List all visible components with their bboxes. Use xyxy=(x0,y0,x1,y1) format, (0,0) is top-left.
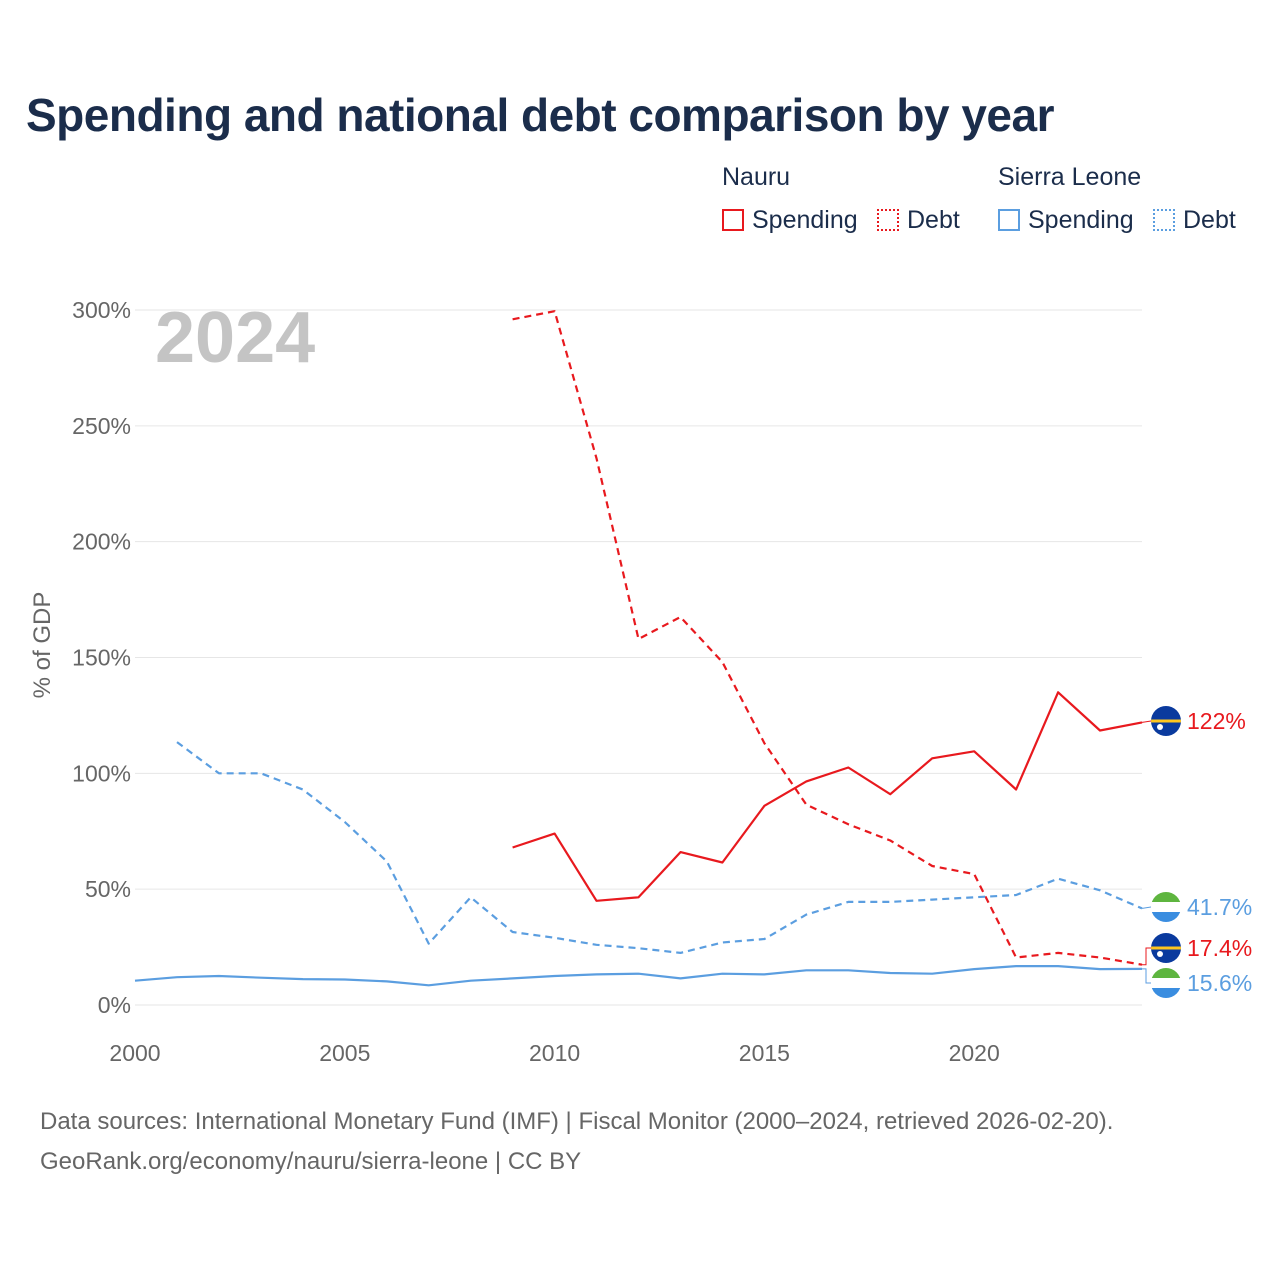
chart-title: Spending and national debt comparison by… xyxy=(26,89,1055,141)
y-tick-label: 300% xyxy=(72,297,131,323)
end-value-label: 41.7% xyxy=(1187,894,1252,920)
year-watermark: 2024 xyxy=(155,298,315,378)
y-tick-label: 200% xyxy=(72,529,131,555)
legend-swatch-sierra-leone-debt xyxy=(1153,209,1175,231)
sierra-leone-flag-icon xyxy=(1151,892,1181,922)
legend-item-sierra-leone-debt[interactable]: Debt xyxy=(1153,205,1236,235)
end-value-label: 15.6% xyxy=(1187,970,1252,996)
series-line-nauru-debt[interactable] xyxy=(512,310,1143,966)
series-line-sierra-leone-spending[interactable] xyxy=(134,964,1143,987)
legend-label-sierra-leone-debt: Debt xyxy=(1183,205,1236,234)
y-tick-label: 0% xyxy=(98,992,131,1018)
nauru-flag-icon xyxy=(1151,706,1181,736)
y-tick-label: 250% xyxy=(72,413,131,439)
legend-swatch-nauru-debt xyxy=(877,209,899,231)
source-line-1: Data sources: International Monetary Fun… xyxy=(40,1108,1114,1135)
leader-line xyxy=(1141,906,1152,909)
nauru-flag-icon xyxy=(1151,933,1181,963)
legend-label-nauru-debt: Debt xyxy=(907,205,960,234)
y-tick-label: 50% xyxy=(85,876,131,902)
series-lines xyxy=(134,310,1143,987)
leader-line xyxy=(1141,720,1152,723)
end-value-label: 122% xyxy=(1187,708,1246,734)
legend-item-sierra-leone-spending[interactable]: Spending xyxy=(998,205,1134,235)
grid-lines xyxy=(135,309,1142,1006)
series-line-sierra-leone-debt[interactable] xyxy=(176,741,1143,955)
x-tick-label: 2015 xyxy=(739,1040,790,1066)
legend-item-nauru-debt[interactable]: Debt xyxy=(877,205,960,235)
legend-label-sierra-leone-spending: Spending xyxy=(1028,205,1134,234)
legend-swatch-sierra-leone-spending xyxy=(998,209,1020,231)
source-link[interactable]: GeoRank.org/economy/nauru/sierra-leone |… xyxy=(40,1148,582,1175)
x-tick-label: 2010 xyxy=(529,1040,580,1066)
x-tick-label: 2000 xyxy=(109,1040,160,1066)
y-axis-ticks: 0% 50% 100% 150% 200% 250% 300% xyxy=(72,297,131,1018)
y-tick-label: 100% xyxy=(72,760,131,786)
x-tick-label: 2020 xyxy=(949,1040,1000,1066)
series-line-nauru-spending[interactable] xyxy=(512,691,1143,902)
legend-group-sierra-leone: Sierra Leone xyxy=(998,163,1142,191)
x-tick-label: 2005 xyxy=(319,1040,370,1066)
legend-label-nauru-spending: Spending xyxy=(752,205,858,234)
y-tick-label: 150% xyxy=(72,645,131,671)
leader-line xyxy=(1142,968,1151,984)
leader-line xyxy=(1142,947,1151,966)
legend-item-nauru-spending[interactable]: Spending xyxy=(722,205,858,235)
y-axis-label: % of GDP xyxy=(29,592,56,699)
end-labels: 122% 17.4% 15.6% 41.7% xyxy=(1141,708,1252,996)
end-value-label: 17.4% xyxy=(1187,935,1252,961)
legend-group-nauru: Nauru xyxy=(722,163,791,191)
x-axis-ticks: 2000 2005 2010 2015 2020 xyxy=(109,1040,999,1066)
legend-swatch-nauru-spending xyxy=(722,209,744,231)
sierra-leone-flag-icon xyxy=(1151,968,1181,998)
